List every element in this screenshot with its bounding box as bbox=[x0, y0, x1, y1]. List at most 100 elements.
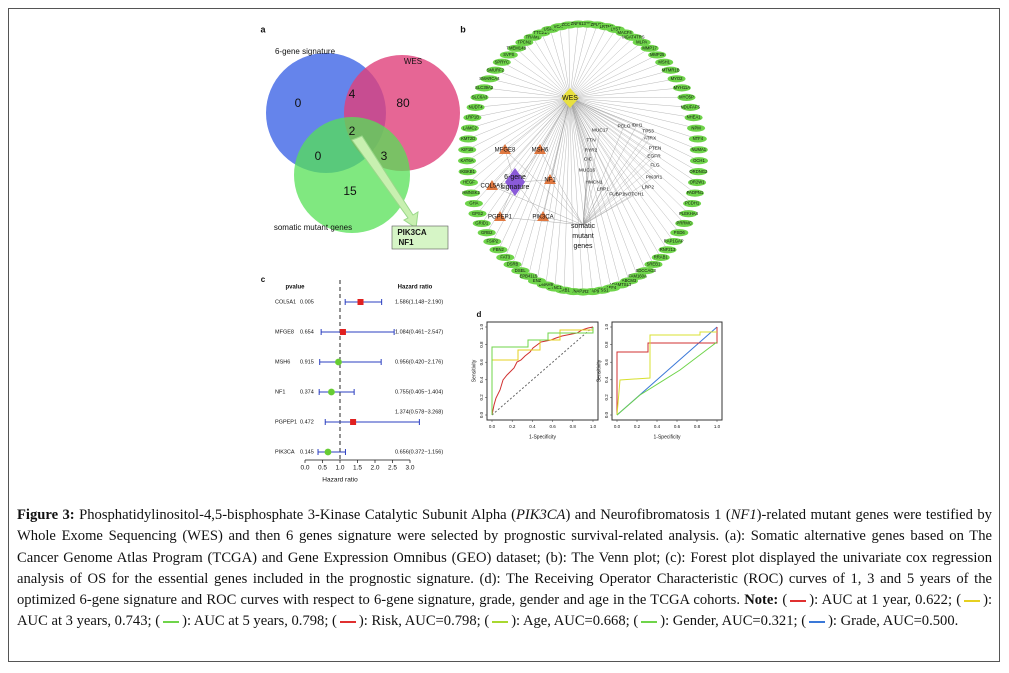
gene-node bbox=[569, 20, 588, 28]
column-header: Hazard ratio bbox=[398, 285, 433, 291]
edge bbox=[582, 147, 656, 226]
gene-node bbox=[685, 189, 704, 197]
callout-arrow bbox=[351, 135, 419, 229]
caption-text: Figure 3: bbox=[17, 507, 75, 523]
gene-label: LRTM1 bbox=[600, 24, 614, 29]
edge bbox=[569, 24, 598, 99]
gene-label: MYO2 bbox=[671, 76, 684, 81]
gene-label: SLC6A3 bbox=[472, 95, 488, 100]
hub-label: signature bbox=[501, 184, 530, 191]
gene-label: HMNSK2 bbox=[462, 190, 480, 195]
gene-label: SVPS bbox=[503, 52, 514, 57]
gene-label: VCAN bbox=[554, 24, 566, 29]
edge bbox=[541, 32, 571, 99]
edge bbox=[505, 97, 571, 258]
edge bbox=[508, 54, 571, 99]
gene-node bbox=[667, 75, 686, 83]
gene-node bbox=[458, 168, 477, 176]
edge bbox=[501, 62, 571, 99]
edge bbox=[582, 124, 638, 226]
figure-frame bbox=[8, 8, 1000, 662]
y-tick-label: 0.0 bbox=[604, 411, 609, 418]
edge bbox=[569, 97, 593, 292]
set-label: 6-gene signature bbox=[275, 47, 336, 56]
edge bbox=[569, 29, 616, 99]
edge bbox=[582, 188, 604, 226]
panel-label: c bbox=[261, 275, 266, 284]
y-tick-label: 0.2 bbox=[479, 394, 484, 401]
edge bbox=[569, 97, 674, 242]
edge bbox=[582, 181, 595, 226]
gene-label: MFGE8 bbox=[495, 148, 516, 154]
x-tick-label: 0.6 bbox=[674, 424, 681, 429]
edge bbox=[469, 97, 571, 129]
callout-gene: NF1 bbox=[398, 238, 414, 247]
panel-label: b bbox=[460, 24, 466, 34]
gene-label: TTC21A bbox=[534, 30, 550, 35]
y-tick-label: 0.8 bbox=[604, 341, 609, 348]
gene-label: MMP25 bbox=[650, 52, 665, 57]
hub-label: somatic bbox=[571, 223, 596, 230]
edge bbox=[569, 87, 682, 99]
edge bbox=[569, 97, 588, 171]
edge bbox=[549, 97, 571, 181]
edge bbox=[569, 97, 621, 285]
gene-label: MACF4 bbox=[618, 30, 633, 35]
legend-swatch bbox=[809, 621, 826, 624]
axis-title: Hazard ratio bbox=[322, 477, 358, 484]
gene-label: TRAM1 bbox=[526, 34, 541, 39]
edge bbox=[569, 97, 635, 195]
gene-node bbox=[459, 135, 478, 143]
gene-label: KAT6A bbox=[461, 158, 474, 163]
gene-node bbox=[499, 144, 511, 154]
hr-label: 0.755(0.405−1.404) bbox=[395, 389, 443, 395]
hr-label: 0.956(0.420−2.176) bbox=[395, 359, 443, 365]
x-tick-label: 0.8 bbox=[570, 424, 577, 429]
p-value: 0.472 bbox=[300, 419, 314, 425]
hub-label: 6-gene bbox=[504, 174, 526, 181]
gene-node bbox=[651, 253, 670, 262]
edge bbox=[569, 97, 680, 233]
gene-label: AFSS1 bbox=[595, 287, 609, 292]
edge bbox=[569, 78, 677, 99]
gene-node bbox=[684, 114, 703, 122]
gene-name: COL5A1 bbox=[275, 299, 296, 305]
gene-node bbox=[687, 124, 706, 132]
panel-label: d bbox=[477, 310, 482, 319]
gene-label: NTF4 bbox=[693, 136, 704, 141]
y-tick-label: 0.6 bbox=[479, 359, 484, 366]
gene-label: CAR2 bbox=[577, 289, 589, 294]
venn-circle bbox=[294, 117, 410, 233]
gene-node bbox=[460, 124, 479, 132]
gene-name: PIK3CA bbox=[275, 449, 295, 455]
gene-label: RNF213 bbox=[660, 247, 676, 252]
caption-text: PIK3CA bbox=[515, 507, 566, 523]
callout-gene: PIK3CA bbox=[397, 228, 427, 237]
gene-label: LRP1B bbox=[466, 115, 479, 120]
edge bbox=[536, 97, 571, 282]
x-tick-label: 3.0 bbox=[405, 465, 414, 472]
hr-label: 1.084(0.461−2.547) bbox=[395, 329, 443, 335]
gene-label: GRID1 bbox=[475, 221, 488, 226]
gene-label: PLEKHA4 bbox=[679, 211, 699, 216]
edge bbox=[569, 42, 642, 99]
edge bbox=[475, 97, 571, 108]
edge bbox=[486, 97, 571, 233]
edge bbox=[479, 97, 571, 99]
gene-node bbox=[511, 267, 530, 275]
edge bbox=[499, 97, 571, 218]
gene-label: ORDNG2 bbox=[689, 169, 708, 174]
gene-label: MSH1 bbox=[658, 59, 670, 64]
edge bbox=[569, 97, 694, 118]
edge bbox=[569, 48, 650, 99]
gene-node bbox=[515, 38, 534, 47]
gene-label: NDUFAFS bbox=[681, 104, 701, 109]
gene-label: ADAMTSL3 bbox=[609, 282, 632, 287]
gene-node bbox=[463, 114, 482, 122]
edge bbox=[489, 78, 571, 99]
gene-node bbox=[534, 144, 546, 154]
venn-count: 80 bbox=[396, 96, 410, 110]
hr-point bbox=[339, 329, 346, 335]
gene-node bbox=[496, 253, 515, 262]
gene-node bbox=[670, 229, 689, 237]
